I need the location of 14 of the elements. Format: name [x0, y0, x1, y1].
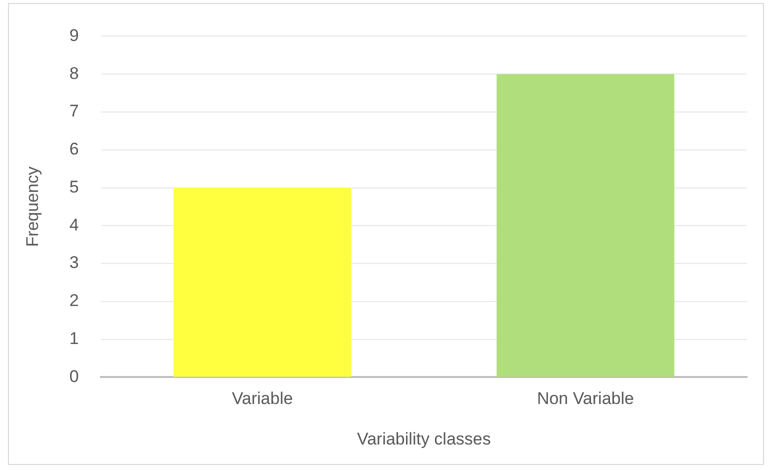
- x-tick-label: Non Variable: [536, 389, 634, 408]
- y-tick-label: 1: [69, 329, 79, 348]
- y-tick-label: 9: [69, 26, 79, 45]
- y-tick-label: 3: [69, 253, 79, 272]
- y-tick-label: 4: [69, 215, 79, 234]
- y-tick-label: 5: [69, 177, 79, 196]
- x-tick-label: Variable: [232, 389, 293, 408]
- y-tick-label: 2: [69, 291, 79, 310]
- y-tick-label: 7: [69, 102, 79, 121]
- y-tick-label: 0: [69, 366, 79, 386]
- y-tick-label: 6: [69, 140, 79, 159]
- y-tick-label: 8: [69, 64, 79, 83]
- x-axis-title: Variability classes: [357, 429, 491, 448]
- y-axis-title: Frequency: [22, 166, 42, 247]
